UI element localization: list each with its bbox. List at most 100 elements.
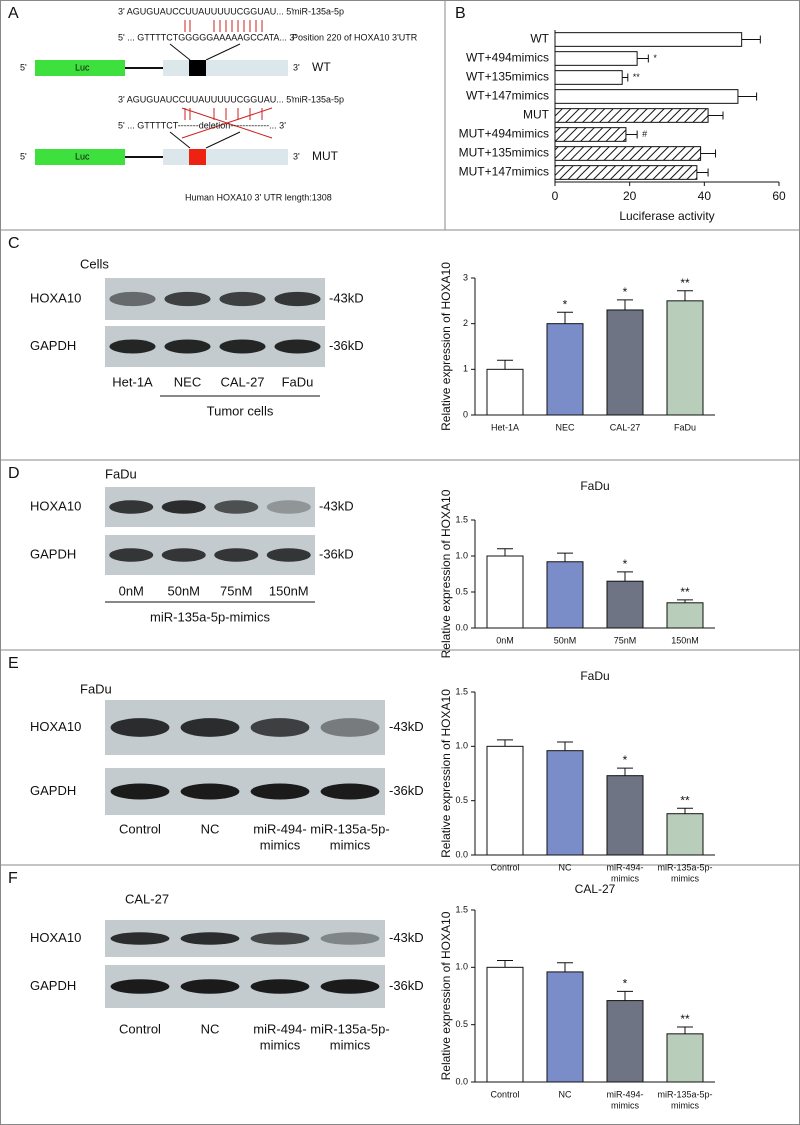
chart-title: FaDu xyxy=(580,479,609,493)
y-tick-label: 1.0 xyxy=(455,741,468,751)
band xyxy=(164,339,211,354)
band xyxy=(110,932,170,945)
x-tick-label: miR-494- xyxy=(606,862,643,872)
bar xyxy=(554,146,702,161)
bar xyxy=(486,368,524,416)
three-prime: 3' xyxy=(293,62,300,72)
x-tick-label: miR-135a-5p- xyxy=(657,862,712,872)
error-bar xyxy=(677,1026,693,1034)
error-bar xyxy=(617,571,633,582)
bar xyxy=(486,555,524,629)
lane-label: NC xyxy=(201,1021,220,1036)
band xyxy=(161,548,206,562)
lane-label: NEC xyxy=(174,374,201,389)
row-label: GAPDH xyxy=(30,546,76,561)
bar xyxy=(486,745,524,856)
y-axis-title: Relative expression of HOXA10 xyxy=(439,689,453,858)
band xyxy=(180,979,240,994)
y-tick-label: WT+135mimics xyxy=(466,70,549,84)
error-bar xyxy=(737,92,758,101)
y-tick-label: MUT+135mimics xyxy=(459,146,549,160)
y-tick-label: 3 xyxy=(463,272,468,282)
lane-label: mimics xyxy=(260,1037,301,1052)
luc-label: Luc xyxy=(75,62,90,72)
y-axis-title: Relative expression of HOXA10 xyxy=(439,489,453,658)
size-label: -36kD xyxy=(389,783,424,798)
error-bar xyxy=(497,739,513,747)
x-axis-title: Luciferase activity xyxy=(619,209,714,223)
bar xyxy=(546,750,584,856)
panel-label: F xyxy=(8,870,18,887)
error-bar xyxy=(557,552,573,562)
significance: # xyxy=(642,129,647,139)
bar xyxy=(554,70,623,85)
bar xyxy=(546,323,584,416)
lane-label: miR-135a-5p- xyxy=(310,1021,389,1036)
size-label: -43kD xyxy=(329,290,364,305)
y-tick-label: 0.0 xyxy=(455,622,468,632)
band xyxy=(274,291,321,307)
y-tick-label: 0.0 xyxy=(455,1076,468,1086)
band xyxy=(109,291,156,307)
bar xyxy=(606,580,644,629)
y-tick-label: 1.5 xyxy=(455,686,468,696)
panel-label: C xyxy=(8,235,20,252)
row-label: HOXA10 xyxy=(30,498,81,513)
blot-title: FaDu xyxy=(80,681,112,696)
bar xyxy=(666,813,704,856)
bar xyxy=(546,971,584,1083)
utr-seq: 5' ... GTTTTCTGGGGGAAAAAGCCATA... 3' xyxy=(118,32,296,42)
lane-label: CAL-27 xyxy=(220,374,264,389)
y-tick-label: 0.5 xyxy=(455,1019,468,1029)
band xyxy=(180,783,240,800)
bar xyxy=(486,966,524,1083)
band xyxy=(180,932,240,945)
bar xyxy=(554,127,627,142)
error-bar xyxy=(677,290,693,301)
significance: ** xyxy=(680,585,690,599)
significance: * xyxy=(623,557,628,571)
x-tick-label: 40 xyxy=(698,189,712,203)
lane-label: mimics xyxy=(330,1037,371,1052)
bar xyxy=(554,89,739,104)
lane-label: Het-1A xyxy=(112,374,153,389)
y-tick-label: WT+147mimics xyxy=(466,89,549,103)
band xyxy=(320,932,380,945)
error-bar xyxy=(625,130,638,139)
band xyxy=(110,783,170,800)
y-tick-label: 2 xyxy=(463,318,468,328)
significance: ** xyxy=(680,1012,690,1026)
x-tick-label: 150nM xyxy=(671,635,699,645)
band xyxy=(109,339,156,354)
error-bar xyxy=(622,73,629,82)
three-prime: 3' xyxy=(293,151,300,161)
blot-title: FaDu xyxy=(105,466,137,481)
band xyxy=(250,718,310,737)
utr-seq: 5' ... GTTTTCT-------deletion-----------… xyxy=(118,120,286,130)
lane-label: 75nM xyxy=(220,583,253,598)
x-tick-label: CAL-27 xyxy=(610,422,641,432)
y-tick-label: 0.5 xyxy=(455,586,468,596)
y-axis-title: Relative expression of HOXA10 xyxy=(439,262,453,431)
band xyxy=(219,339,266,354)
size-label: -36kD xyxy=(389,978,424,993)
blot-title: CAL-27 xyxy=(125,891,169,906)
error-bar xyxy=(497,959,513,968)
panel-label: E xyxy=(8,655,19,672)
y-tick-label: MUT+494mimics xyxy=(459,127,549,141)
row-label: HOXA10 xyxy=(30,930,81,945)
y-axis-title: Relative expression of HOXA10 xyxy=(439,911,453,1080)
bar xyxy=(554,165,698,180)
error-bar xyxy=(497,359,513,370)
lane-label: 50nM xyxy=(167,583,200,598)
mirna-seq: 3' AGUGUAUCCUUAUUUUUCGGUAU... 5' xyxy=(118,94,293,104)
row-label: HOXA10 xyxy=(30,290,81,305)
lane-label: FaDu xyxy=(282,374,314,389)
band xyxy=(214,548,259,562)
panel-labels: A B C D E F xyxy=(8,5,466,887)
bar xyxy=(666,1033,704,1083)
panel-label: D xyxy=(8,465,20,482)
five-prime: 5' xyxy=(20,62,27,72)
x-tick-label: FaDu xyxy=(674,422,696,432)
x-tick-label: miR-494- xyxy=(606,1089,643,1099)
